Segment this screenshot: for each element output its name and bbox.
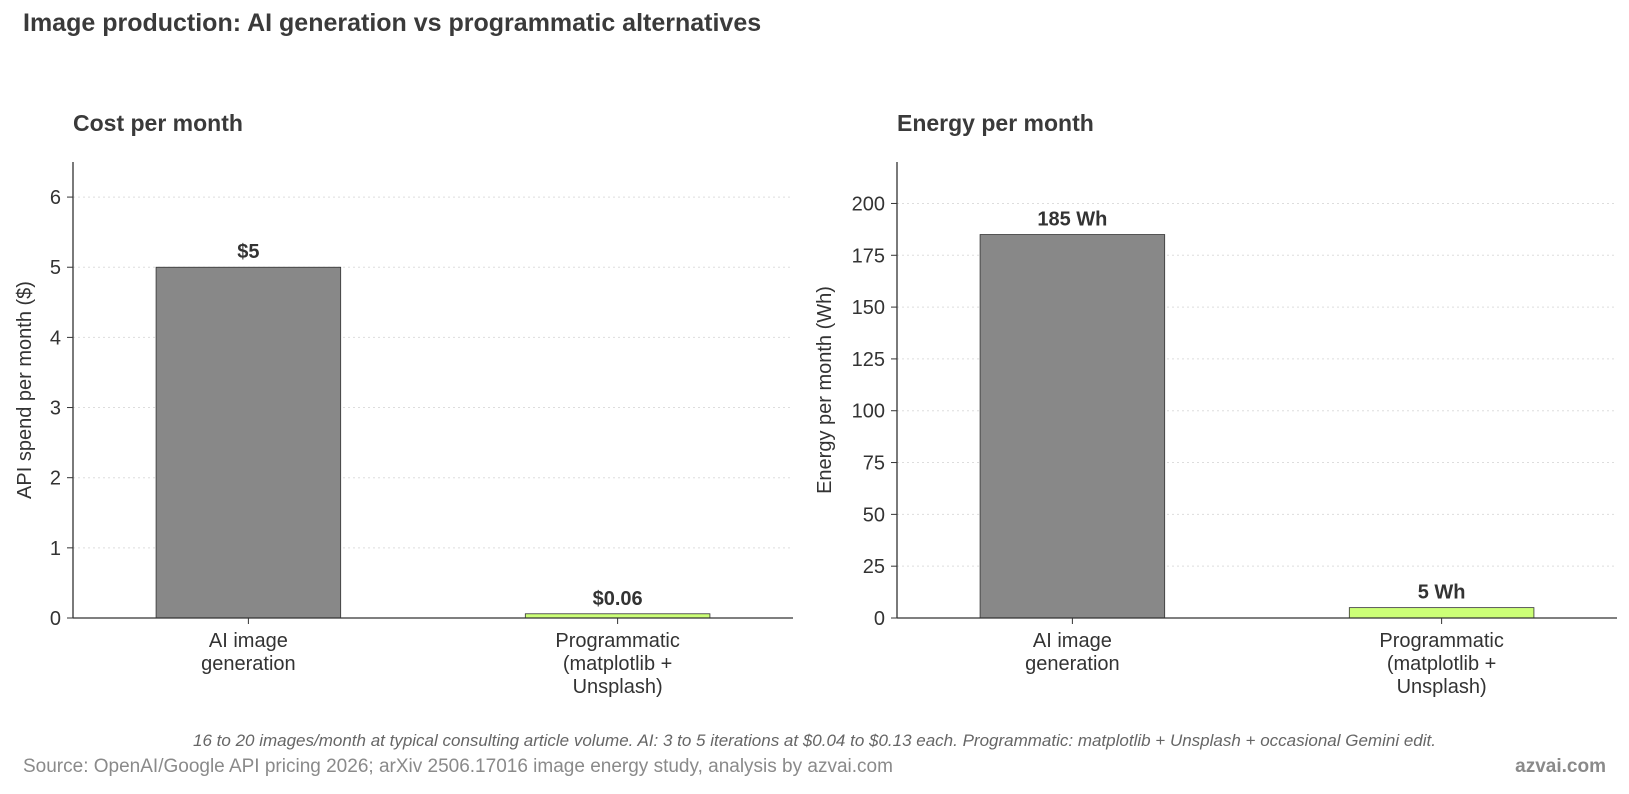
energy-bar-0 xyxy=(979,234,1166,619)
energy-ytick-label: 0 xyxy=(874,608,885,630)
energy-value-label-0: 185 Wh xyxy=(1037,209,1107,231)
energy-category-label-1: Programmatic (matplotlib + Unsplash) xyxy=(1379,630,1503,698)
figure-title: Image production: AI generation vs progr… xyxy=(23,9,762,37)
cost-value-label-1: $0.06 xyxy=(593,588,643,610)
energy-category-label-line: (matplotlib + xyxy=(1387,653,1497,675)
energy-ytick-label: 50 xyxy=(863,504,885,526)
energy-bar-1 xyxy=(1348,607,1535,619)
cost-chart-title: Cost per month xyxy=(73,110,243,136)
energy-ytick-label: 100 xyxy=(852,401,885,423)
cost-y-axis-label: API spend per month ($) xyxy=(14,281,36,499)
cost-category-label-line: AI image xyxy=(209,630,288,652)
energy-category-label-line: Unsplash) xyxy=(1397,676,1487,698)
energy-ytick-label: 150 xyxy=(852,297,885,319)
energy-ytick-label: 200 xyxy=(852,193,885,215)
cost-ytick-label: 3 xyxy=(50,398,61,420)
cost-category-label-line: (matplotlib + xyxy=(563,653,673,675)
cost-bar-0 xyxy=(155,266,342,619)
energy-category-label-0: AI image generation xyxy=(1025,630,1120,675)
cost-category-label-line: Programmatic xyxy=(555,630,679,652)
cost-ytick-label: 0 xyxy=(50,608,61,630)
cost-category-label-1: Programmatic (matplotlib + Unsplash) xyxy=(555,630,679,698)
cost-category-label-line: generation xyxy=(201,653,296,675)
cost-category-label-line: Unsplash) xyxy=(573,676,663,698)
energy-value-label-1: 5 Wh xyxy=(1418,582,1466,604)
energy-ytick-label: 75 xyxy=(863,453,885,475)
cost-category-label-0: AI image generation xyxy=(201,630,296,675)
cost-ytick-label: 2 xyxy=(50,468,61,490)
energy-category-label-line: Programmatic xyxy=(1379,630,1503,652)
cost-value-label-0: $5 xyxy=(237,241,259,263)
brand-label: azvai.com xyxy=(1515,756,1606,777)
energy-chart-title: Energy per month xyxy=(897,110,1094,136)
cost-ytick-label: 1 xyxy=(50,538,61,560)
source-note: Source: OpenAI/Google API pricing 2026; … xyxy=(23,756,893,777)
energy-y-axis-label: Energy per month (Wh) xyxy=(814,286,836,494)
energy-ytick-label: 125 xyxy=(852,349,885,371)
cost-ytick-label: 4 xyxy=(50,327,61,349)
cost-ytick-label: 6 xyxy=(50,187,61,209)
energy-ytick-label: 25 xyxy=(863,556,885,578)
energy-category-label-line: generation xyxy=(1025,653,1120,675)
footnote: 16 to 20 images/month at typical consult… xyxy=(193,731,1436,750)
energy-ytick-label: 175 xyxy=(852,245,885,267)
cost-ytick-label: 5 xyxy=(50,257,61,279)
energy-category-label-line: AI image xyxy=(1033,630,1112,652)
